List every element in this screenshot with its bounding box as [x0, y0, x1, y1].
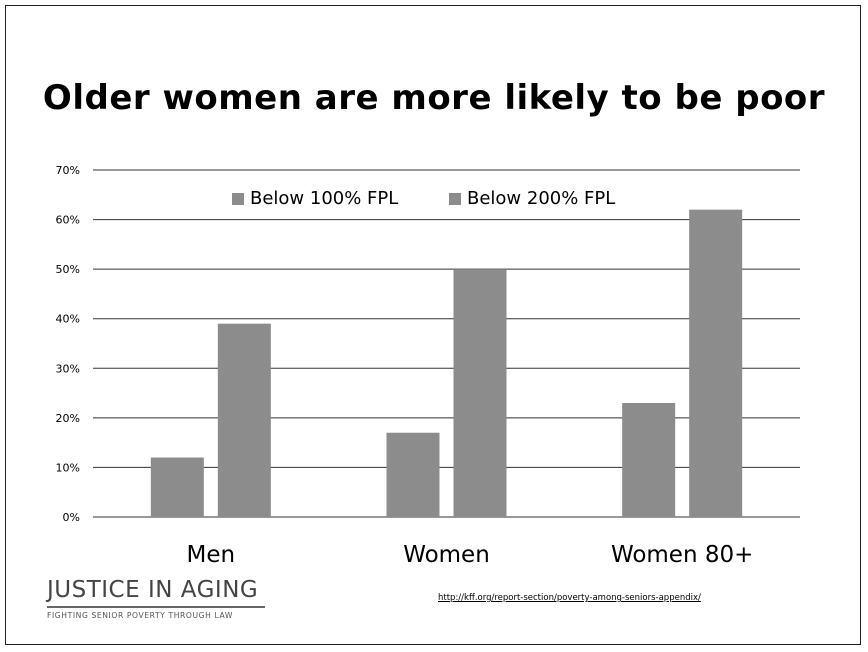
bars [150, 209, 743, 517]
y-tick-label: 60% [56, 214, 80, 227]
category-label: Women [403, 542, 490, 568]
logo-wordmark: JUSTICE IN AGING [47, 577, 259, 603]
y-tick-label: 40% [56, 313, 80, 326]
legend-swatch [232, 193, 244, 205]
bar [386, 432, 440, 517]
category-label: Men [187, 542, 236, 568]
legend: Below 100% FPL Below 200% FPL [232, 188, 615, 209]
justice-in-aging-logo: JUSTICE IN AGING FIGHTING SENIOR POVERTY… [47, 577, 277, 620]
y-axis-ticks: 0% 10% 20% 30% 40% 50% 60% 70% [56, 164, 80, 524]
gridlines [93, 169, 800, 518]
bar [217, 323, 271, 517]
legend-swatch [449, 193, 461, 205]
bar [689, 209, 743, 517]
logo-tagline: FIGHTING SENIOR POVERTY THROUGH LAW [47, 611, 233, 620]
bar [622, 402, 676, 517]
source-link[interactable]: http://kff.org/report-section/poverty-am… [438, 593, 701, 603]
y-tick-label: 30% [56, 362, 80, 375]
legend-label: Below 200% FPL [467, 188, 615, 209]
legend-label: Below 100% FPL [250, 188, 398, 209]
slide-title: Older women are more likely to be poor [42, 78, 826, 118]
category-label: Women 80+ [611, 542, 753, 568]
logo-divider [47, 606, 265, 608]
y-tick-label: 70% [56, 164, 80, 177]
y-tick-label: 10% [56, 461, 80, 474]
y-tick-label: 20% [56, 412, 80, 425]
bar [453, 269, 507, 517]
y-tick-label: 0% [63, 511, 80, 524]
category-labels: Men Women Women 80+ [187, 542, 754, 568]
y-tick-label: 50% [56, 263, 80, 276]
bar [150, 457, 204, 517]
